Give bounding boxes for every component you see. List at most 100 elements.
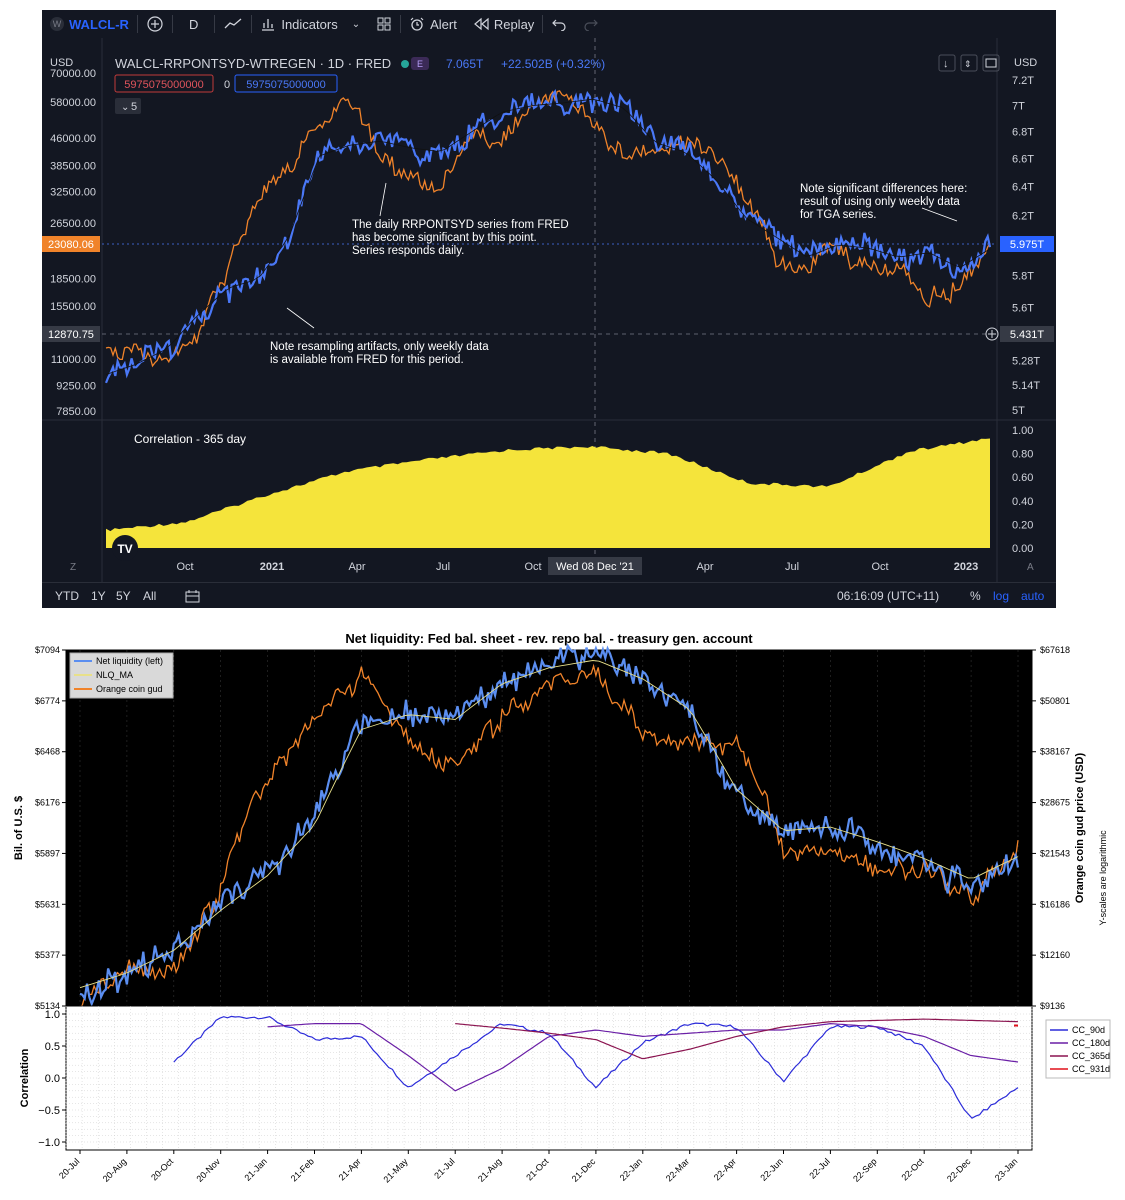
toolbar-divider <box>171 15 173 33</box>
annotation-resampling: Note resampling artifacts, only weekly d… <box>270 307 489 366</box>
time-axis[interactable]: Oct 2021 Apr Jul Oct Apr Jul Oct 2023 <box>176 561 978 573</box>
top-toolbar: W WALCL-R D Indicators ⌄ Alert Replay <box>42 10 1056 38</box>
right-axis-tick: 5.6T <box>1012 302 1034 314</box>
annotation-text: is available from FRED for this period. <box>270 354 464 366</box>
arrow-down-icon: ↓ <box>943 58 949 70</box>
left-tick-label: $6774 <box>35 696 60 706</box>
crosshair-left-label-text: 12870.75 <box>48 329 94 341</box>
right-tick-label: $21543 <box>1040 848 1070 858</box>
indicators-label: Indicators <box>281 16 338 32</box>
toolbar-divider <box>251 15 253 33</box>
right-tick-label: $16186 <box>1040 899 1070 909</box>
bottom-toolbar: YTD 1Y 5Y All 06:16:09 (UTC+11) % log au… <box>42 582 1056 609</box>
annotation-rrp: The daily RRPONTSYD series from FRED has… <box>352 182 569 257</box>
left-price-axis[interactable]: 70000.00 58000.00 46000.00 38500.00 32500.00… <box>50 68 96 418</box>
crosshair-date-label <box>548 557 642 575</box>
main-legend: Net liquidity (left) NLQ_MA Orange coin … <box>69 652 174 699</box>
crosshair-date-text: Wed 08 Dec '21 <box>556 561 634 573</box>
value-input-low[interactable] <box>114 74 214 93</box>
orange-price-label-text: 23080.06 <box>48 239 94 251</box>
range-all[interactable]: All <box>143 589 157 603</box>
collapse-legend-button[interactable] <box>115 98 141 114</box>
annotation-arrow <box>379 182 387 217</box>
templates-button[interactable] <box>368 10 400 38</box>
right-tick-label: $67618 <box>1040 645 1070 655</box>
right-price-axis[interactable]: 7.2T 7T 6.8T 6.6T 6.4T 6.2T 5.8T 5.6T 5.28T 5.14T… <box>1012 75 1040 417</box>
moving-average-series <box>105 98 991 375</box>
correlation-axis-tick: 0.20 <box>1012 519 1033 531</box>
time-axis-tick: Jul <box>436 561 450 573</box>
date-range-icon[interactable] <box>185 589 201 603</box>
right-tick-label: $50801 <box>1040 696 1070 706</box>
indicators-icon <box>262 19 275 31</box>
move-down-button[interactable]: ↓ <box>938 54 956 72</box>
symbol-search[interactable]: W WALCL-R <box>42 10 137 38</box>
left-axis-tick: 18500.00 <box>50 274 96 286</box>
auto-scale-button[interactable]: A <box>1027 562 1034 573</box>
earnings-badge[interactable] <box>411 57 429 70</box>
left-tick-label: $5134 <box>35 1001 60 1011</box>
compare-symbol-button[interactable] <box>138 10 172 38</box>
correlation-y-label: Correlation <box>19 1048 31 1107</box>
tradingview-chart[interactable]: USD USD WALCL-RRPONTSYD-WTREGEN · 1D · F… <box>42 38 1056 582</box>
toolbar-divider <box>214 15 216 33</box>
undo-button[interactable] <box>543 10 575 38</box>
correlation-line-CC_90d <box>173 1015 1019 1119</box>
correlation-tick-label: −1.0 <box>38 1137 60 1149</box>
correlation-tick-label: 0.0 <box>45 1073 60 1085</box>
alert-button[interactable]: Alert <box>401 10 465 38</box>
chart-type-button[interactable] <box>215 10 251 38</box>
main-axes <box>65 649 1033 1007</box>
correlation-series <box>173 1015 1019 1119</box>
annotation-text: has become significant by this point. <box>352 232 537 244</box>
toolbar-divider <box>400 15 402 33</box>
last-price: 7.065T <box>446 57 484 71</box>
undo-icon <box>552 19 566 31</box>
redo-icon <box>584 19 599 31</box>
annotation-text: result of using only weekly data <box>800 196 960 208</box>
redo-button[interactable] <box>575 10 607 38</box>
percent-toggle[interactable]: % <box>970 589 981 603</box>
legend-label: CC_365d <box>1072 1051 1110 1061</box>
left-tick-label: $5377 <box>35 950 60 960</box>
right-axis-tick: 5.8T <box>1012 271 1034 283</box>
chart-title: WALCL-RRPONTSYD-WTREGEN · 1D · FRED <box>115 56 391 71</box>
left-tick-label: $5897 <box>35 848 60 858</box>
range-5y[interactable]: 5Y <box>116 589 131 603</box>
correlation-axis-tick: 0.60 <box>1012 472 1033 484</box>
left-tick-label: $6468 <box>35 747 60 757</box>
left-axis-tick: 38500.00 <box>50 160 96 172</box>
right-axis-tick: 6.6T <box>1012 154 1034 166</box>
collapse-pane-button[interactable]: ⇕ <box>960 54 978 72</box>
replay-button[interactable]: Replay <box>465 10 542 38</box>
maximize-pane-button[interactable] <box>982 54 1000 72</box>
right-axis-tick: 5.14T <box>1012 380 1040 392</box>
clock-time[interactable]: 06:16:09 (UTC+11) <box>837 589 940 603</box>
tradingview-watermark-icon: TV <box>112 535 138 561</box>
chevron-down-icon: ⌄ <box>351 18 361 30</box>
auto-toggle[interactable]: auto <box>1021 589 1045 603</box>
annotation-text: Series responds daily. <box>352 245 464 257</box>
right-axis-tick: 7.2T <box>1012 75 1034 87</box>
alarm-clock-icon <box>410 17 424 31</box>
interval-button[interactable]: D <box>173 10 214 38</box>
value-input-high[interactable] <box>234 74 338 93</box>
correlation-axis[interactable]: 1.00 0.80 0.60 0.40 0.20 0.00 <box>1012 425 1033 555</box>
left-axis-tick: 32500.00 <box>50 187 96 199</box>
right-currency-label: USD <box>1014 57 1037 69</box>
annotation-arrow <box>286 307 315 329</box>
add-alert-icon[interactable] <box>985 327 999 341</box>
legend-label: CC_180d <box>1072 1038 1110 1048</box>
indicators-button[interactable]: Indicators ⌄ <box>252 10 368 38</box>
left-axis-tick: 26500.00 <box>50 218 96 230</box>
net-liquidity-series <box>79 643 1020 1008</box>
left-axis-tick: 11000.00 <box>51 354 96 366</box>
time-axis-tick: Oct <box>176 561 193 573</box>
range-ytd[interactable]: YTD <box>55 589 79 603</box>
correlation-grid <box>65 1006 1033 1150</box>
range-1y[interactable]: 1Y <box>91 589 106 603</box>
zoom-button[interactable]: Z <box>70 562 76 573</box>
correlation-area <box>106 438 990 548</box>
time-axis-tick: 2021 <box>260 561 284 573</box>
log-toggle[interactable]: log <box>993 589 1010 603</box>
